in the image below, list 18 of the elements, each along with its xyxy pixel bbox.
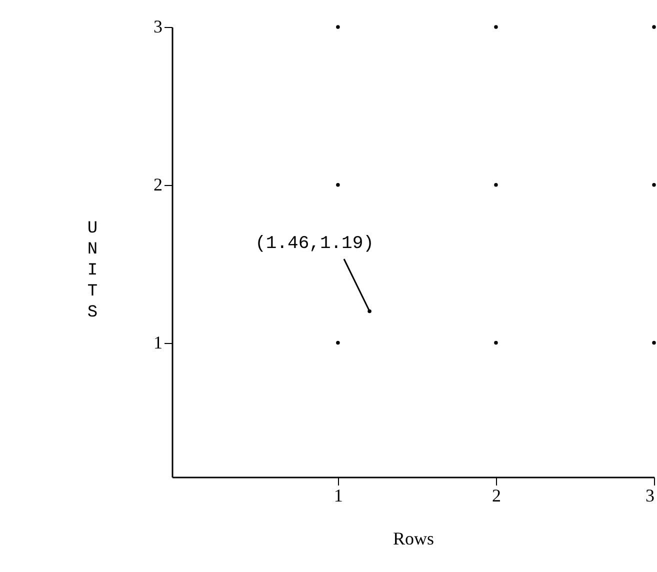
point <box>494 25 498 29</box>
point <box>652 25 656 29</box>
y-tick-label: 1 <box>154 332 162 352</box>
annotation: (1.46,1.19) <box>255 234 374 254</box>
y-tick-label: 3 <box>154 16 162 36</box>
point <box>336 340 340 345</box>
point <box>652 340 656 345</box>
point <box>652 183 656 187</box>
point <box>494 340 498 345</box>
x-tick-label: 1 <box>334 486 343 506</box>
x-tick-label: 2 <box>492 486 501 506</box>
point <box>336 183 340 187</box>
point <box>494 183 498 187</box>
y-tick-label: 2 <box>154 174 162 194</box>
y-axis-title: UNITS <box>87 220 98 322</box>
x-axis-title: Rows <box>392 528 434 548</box>
x-tick-label: 3 <box>646 486 654 506</box>
point <box>336 25 340 29</box>
